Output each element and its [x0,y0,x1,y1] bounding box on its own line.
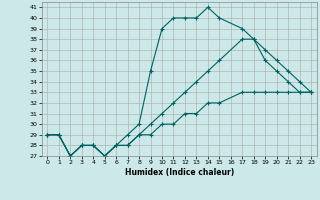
X-axis label: Humidex (Indice chaleur): Humidex (Indice chaleur) [124,168,234,177]
